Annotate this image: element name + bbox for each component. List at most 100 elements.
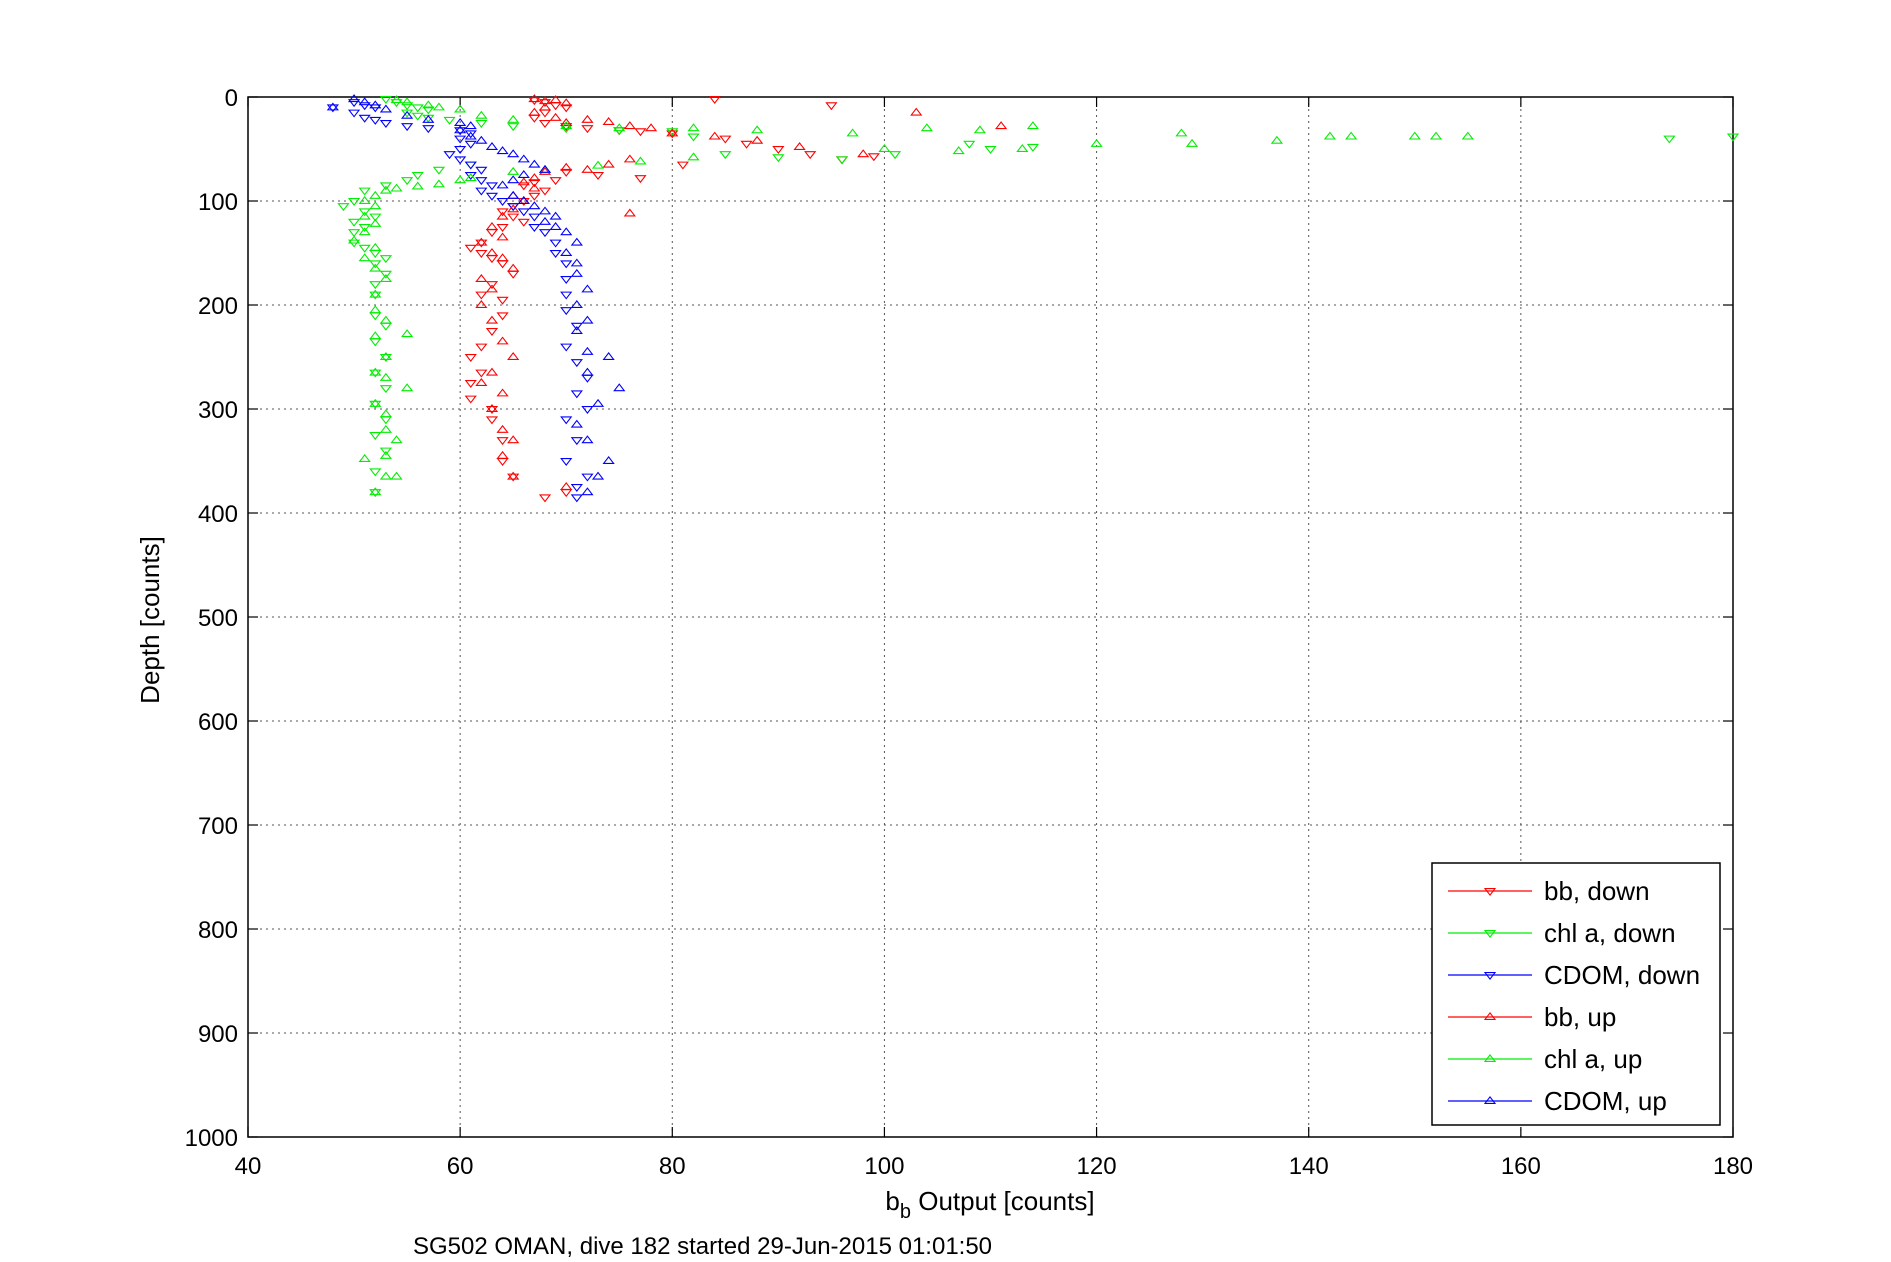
data-point <box>507 471 520 480</box>
data-point <box>454 156 467 165</box>
data-point <box>369 242 382 251</box>
series-3 <box>475 94 1008 491</box>
data-point <box>538 164 552 173</box>
legend-box <box>1431 862 1721 1126</box>
data-point <box>369 331 382 340</box>
data-point <box>379 385 393 394</box>
data-point <box>475 237 488 246</box>
axis-ticks: 40 60 80 100 120 140 160 180 0 100 200 300 400 500 600… <box>185 85 1753 1180</box>
data-point <box>496 253 509 262</box>
data-point <box>369 338 382 347</box>
x-tick-label: 120 <box>1077 1153 1117 1180</box>
x-tick-label: 100 <box>864 1153 904 1180</box>
data-point <box>507 473 520 482</box>
data-point <box>358 227 371 236</box>
y-tick-label: 100 <box>198 189 238 216</box>
data-point <box>400 110 414 119</box>
data-point <box>326 102 339 111</box>
x-axis-label-rest: Output [counts] <box>911 1186 1095 1216</box>
data-point <box>507 213 520 222</box>
x-tick-label: 160 <box>1501 1153 1541 1180</box>
data-point <box>528 192 541 201</box>
data-point <box>920 123 933 132</box>
data-point <box>581 435 594 444</box>
data-point <box>347 197 361 206</box>
data-point <box>507 175 520 184</box>
data-point <box>326 104 339 113</box>
data-point <box>517 154 530 163</box>
data-point <box>687 123 700 132</box>
data-point <box>358 187 371 196</box>
data-point <box>422 125 435 134</box>
data-point <box>570 390 583 399</box>
data-point <box>379 315 393 324</box>
data-point <box>379 372 393 381</box>
data-point <box>528 179 541 188</box>
data-point <box>358 453 371 462</box>
data-point <box>538 494 552 503</box>
data-point <box>835 156 849 165</box>
data-point <box>984 145 997 154</box>
data-point <box>994 121 1008 130</box>
legend-marker <box>1483 1012 1497 1021</box>
data-point <box>1663 135 1676 144</box>
data-point <box>602 117 615 125</box>
data-point <box>846 128 859 137</box>
data-point <box>708 96 721 105</box>
data-point <box>793 141 806 150</box>
data-point <box>1408 131 1421 140</box>
legend-label: CDOM, up <box>1544 1086 1667 1116</box>
data-point <box>464 131 477 140</box>
y-tick-label: 400 <box>198 501 238 528</box>
data-point <box>560 118 573 127</box>
data-point <box>475 274 488 283</box>
data-point <box>570 322 583 331</box>
x-axis-label-subscript: b <box>900 1201 911 1223</box>
data-point <box>570 258 583 267</box>
data-point <box>475 135 488 144</box>
data-point <box>538 164 552 173</box>
data-point <box>464 161 477 170</box>
legend-entry: CDOM, down <box>1448 960 1700 990</box>
data-point <box>560 275 573 284</box>
data-point <box>400 177 414 186</box>
data-point <box>613 123 626 132</box>
data-point <box>369 487 382 496</box>
data-point <box>507 204 520 213</box>
data-point <box>400 109 414 118</box>
data-point <box>369 431 382 440</box>
data-point <box>369 489 382 498</box>
data-point <box>867 153 880 162</box>
data-point <box>485 248 499 257</box>
data-point <box>464 121 477 130</box>
x-tick-label: 40 <box>235 1153 262 1180</box>
series-2 <box>326 99 594 503</box>
data-point <box>517 208 530 217</box>
data-point <box>1175 128 1188 137</box>
y-tick-label: 0 <box>225 85 238 112</box>
data-point <box>581 284 594 293</box>
data-point <box>591 471 605 480</box>
data-point <box>507 123 520 132</box>
data-point <box>454 125 467 134</box>
data-point <box>369 218 382 227</box>
data-point <box>379 322 393 331</box>
data-point <box>379 182 393 191</box>
data-point <box>369 398 382 407</box>
data-point <box>358 208 371 217</box>
data-point <box>496 450 509 459</box>
data-point <box>507 166 520 175</box>
data-point <box>687 133 700 142</box>
y-tick-label: 300 <box>198 397 238 424</box>
data-point <box>379 353 393 362</box>
series-4 <box>347 95 1474 496</box>
data-point <box>538 216 552 225</box>
legend-label: chl a, down <box>1544 918 1676 948</box>
data-point <box>570 268 583 277</box>
data-point <box>570 359 583 368</box>
data-point <box>549 112 562 121</box>
data-point <box>496 424 509 433</box>
data-point <box>464 171 477 180</box>
data-point <box>496 197 509 206</box>
data-point <box>485 367 499 376</box>
